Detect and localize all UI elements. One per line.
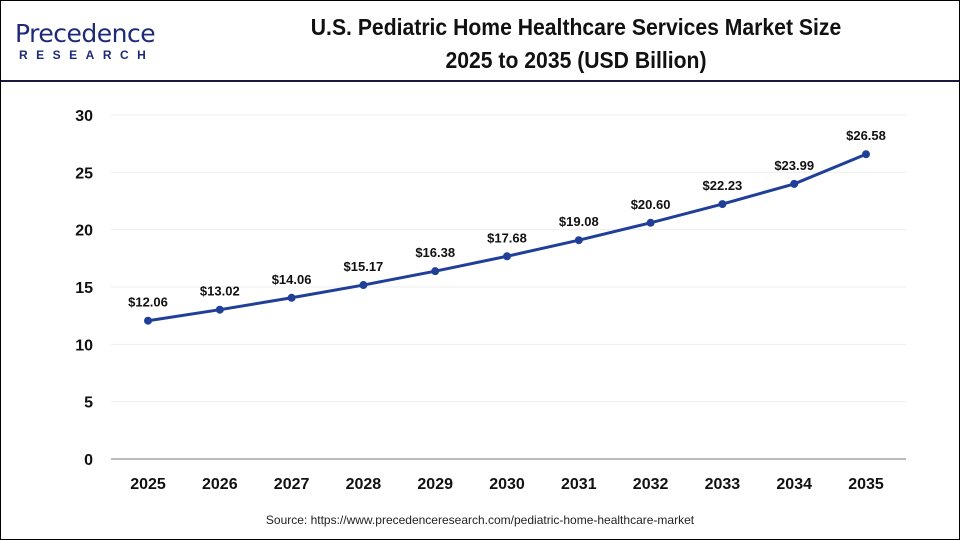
x-tick-label: 2030 [489, 476, 525, 493]
data-point [574, 236, 583, 245]
data-point [862, 150, 870, 159]
title-line-1: U.S. Pediatric Home Healthcare Services … [310, 14, 842, 40]
y-tick-label: 5 [84, 395, 93, 412]
x-tick-label: 2035 [848, 476, 884, 493]
data-point [718, 200, 727, 209]
x-tick-label: 2029 [417, 476, 453, 493]
x-tick-label: 2034 [776, 476, 812, 493]
data-point [790, 179, 799, 188]
data-label: $19.08 [559, 214, 599, 229]
precedence-research-logo: Precedence RESEARCH [15, 19, 165, 67]
data-label: $13.02 [200, 284, 240, 299]
y-tick-label: 15 [75, 280, 93, 297]
data-point [646, 218, 655, 227]
data-label: $22.23 [703, 178, 743, 193]
data-point [215, 305, 224, 314]
x-tick-label: 2032 [633, 476, 669, 493]
data-label: $12.06 [128, 295, 168, 310]
x-tick-label: 2026 [202, 476, 238, 493]
data-label: $20.60 [631, 197, 671, 212]
chart-title: U.S. Pediatric Home Healthcare Services … [249, 11, 902, 77]
y-tick-label: 0 [84, 452, 93, 469]
y-tick-label: 20 [75, 223, 93, 240]
x-tick-label: 2028 [346, 476, 382, 493]
data-point [503, 252, 511, 261]
data-label: $15.17 [344, 259, 384, 274]
data-point [287, 293, 296, 302]
logo-wordmark: Precedence [15, 19, 156, 48]
source-note: Source: https://www.precedenceresearch.c… [265, 513, 695, 527]
data-point [431, 267, 440, 276]
x-tick-label: 2027 [274, 476, 310, 493]
y-tick-label: 30 [75, 108, 93, 125]
header: Precedence RESEARCH U.S. Pediatric Home … [1, 1, 959, 82]
y-tick-label: 25 [75, 165, 93, 182]
y-tick-label: 10 [75, 337, 93, 354]
data-label: $14.06 [272, 272, 312, 287]
title-line-2: 2025 to 2035 (USD Billion) [445, 47, 707, 73]
data-label: $23.99 [774, 158, 814, 173]
x-tick-label: 2033 [705, 476, 741, 493]
data-label: $16.38 [415, 245, 455, 260]
data-point [144, 316, 152, 325]
logo-subtitle: RESEARCH [19, 48, 155, 62]
data-point [359, 281, 368, 290]
x-tick-label: 2031 [561, 476, 597, 493]
data-label: $17.68 [487, 230, 527, 245]
data-label: $26.58 [846, 128, 886, 143]
x-tick-label: 2025 [130, 476, 166, 493]
